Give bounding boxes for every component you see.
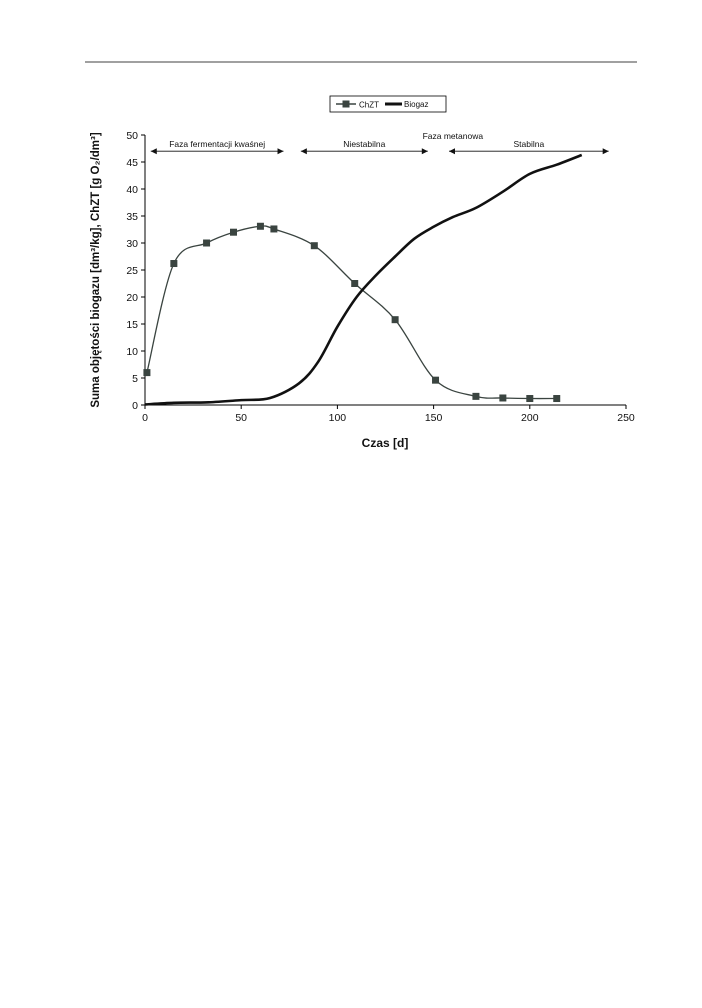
phase-label: Stabilna	[513, 139, 544, 149]
x-axis-label: Czas [d]	[362, 436, 409, 450]
phase-group-label: Faza metanowa	[423, 131, 484, 141]
data-point-chzt	[553, 395, 561, 403]
x-tick-label: 50	[235, 412, 247, 424]
data-point-chzt	[499, 394, 507, 402]
legend-label-biogaz: Biogaz	[404, 100, 428, 109]
x-tick-label: 100	[329, 412, 347, 424]
y-tick-label: 30	[126, 238, 138, 250]
y-tick-label: 10	[126, 346, 138, 358]
data-point-chzt	[170, 260, 178, 268]
y-tick-label: 0	[132, 400, 138, 412]
data-point-chzt	[391, 316, 399, 324]
legend: ChZT Biogaz	[329, 95, 447, 113]
y-tick-label: 15	[126, 319, 138, 331]
phase-label: Faza fermentacji kwaśnej	[169, 139, 265, 149]
x-tick-label: 250	[617, 412, 635, 424]
data-point-chzt	[230, 228, 238, 236]
x-tick-label: 200	[521, 412, 539, 424]
y-tick-label: 20	[126, 292, 138, 304]
legend-marker-chzt	[342, 100, 350, 108]
y-tick-label: 35	[126, 211, 138, 223]
y-tick-label: 25	[126, 265, 138, 277]
y-tick-label: 5	[132, 373, 138, 385]
data-point-chzt	[432, 376, 440, 384]
arrowhead-right	[602, 148, 609, 155]
data-point-chzt	[203, 239, 211, 247]
arrowhead-left	[448, 148, 455, 155]
phase-label: Niestabilna	[343, 139, 385, 149]
y-tick-label: 45	[126, 157, 138, 169]
data-point-chzt	[526, 395, 534, 403]
legend-label-chzt: ChZT	[359, 101, 379, 110]
y-tick-label: 50	[126, 130, 138, 142]
x-tick-label: 150	[425, 412, 443, 424]
arrowhead-right	[277, 148, 284, 155]
y-tick-label: 40	[126, 184, 138, 196]
data-point-chzt	[270, 225, 278, 233]
y-axis-label: Suma objętości biogazu [dm³/kg], ChZT [g…	[90, 132, 102, 408]
arrowhead-left	[150, 148, 157, 155]
data-point-chzt	[256, 222, 264, 230]
series-line-chzt	[146, 225, 557, 400]
arrowhead-right	[421, 148, 428, 155]
x-tick-label: 0	[142, 412, 148, 424]
arrowhead-left	[300, 148, 307, 155]
data-point-chzt	[143, 369, 151, 377]
data-point-chzt	[310, 242, 318, 250]
data-point-chzt	[472, 392, 480, 400]
series-line-biogaz	[144, 153, 583, 406]
data-point-chzt	[351, 280, 359, 287]
